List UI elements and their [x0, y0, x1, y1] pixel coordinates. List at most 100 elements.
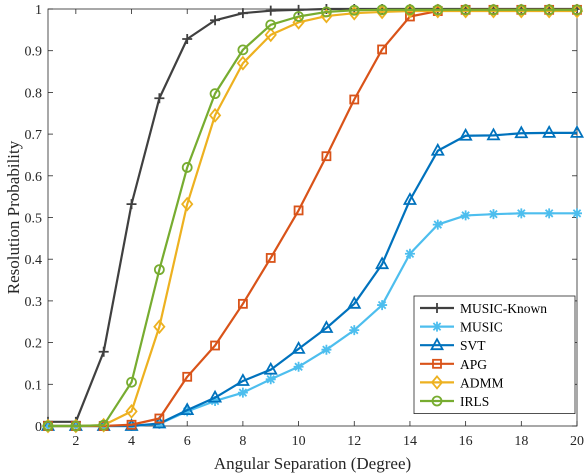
data-point-irls — [209, 88, 221, 100]
data-point-irls — [70, 420, 82, 432]
y-tick-label: 0.7 — [25, 128, 43, 143]
legend-item-music: MUSIC — [420, 320, 503, 335]
y-tick-label: 0.9 — [25, 45, 43, 60]
legend-box — [413, 295, 576, 414]
legend-label-irls: IRLS — [460, 394, 489, 409]
data-point-music — [572, 208, 582, 219]
data-point-irls — [488, 4, 499, 16]
plot-area: 2 4 6 8 10 12 14 16 18 20 0 0.1 0.2 0.3 0.4 0.5 0.6 0.7 0.… — [25, 3, 585, 449]
data-point-admm — [208, 107, 222, 123]
data-point-apg — [265, 253, 276, 263]
data-point-admm — [181, 196, 194, 212]
x-tick-label: 12 — [347, 434, 361, 449]
data-point-irls — [543, 4, 555, 16]
data-point-svt — [235, 373, 250, 386]
y-tick-label: 0.1 — [25, 378, 43, 393]
legend-item-svt: SVT — [420, 337, 486, 353]
data-point-music — [349, 325, 360, 336]
x-tick-label: 16 — [459, 434, 473, 449]
x-tick-label: 4 — [128, 434, 135, 449]
data-point-music — [321, 344, 332, 355]
data-point-music — [488, 209, 499, 220]
data-point-apg — [237, 298, 248, 309]
x-tick-label: 14 — [403, 434, 417, 449]
legend: MUSIC-Known MUSIC SVT APG ADMM IRLS — [413, 295, 576, 414]
data-point-apg — [349, 94, 360, 105]
data-point-apg — [321, 151, 332, 162]
data-point-apg — [377, 44, 388, 55]
legend-marker-irls — [431, 395, 443, 407]
data-point-svt — [569, 124, 585, 138]
data-point-music — [237, 387, 248, 398]
data-point-svt — [402, 192, 417, 205]
data-point-admm — [153, 319, 166, 335]
data-point-irls — [181, 162, 193, 173]
data-point-svt — [319, 320, 334, 333]
data-point-music-known — [98, 346, 109, 357]
data-point-apg — [293, 205, 304, 216]
data-point-admm — [125, 403, 138, 419]
data-point-admm — [236, 55, 250, 71]
data-point-irls — [348, 4, 360, 16]
data-point-apg — [182, 371, 193, 382]
legend-marker-music-known — [432, 303, 442, 313]
data-point-irls — [321, 6, 332, 18]
y-axis-label: Resolution Probability — [4, 140, 23, 294]
series-irls — [42, 4, 583, 432]
x-axis-label: Angular Separation (Degree) — [214, 454, 411, 473]
data-point-music — [544, 208, 555, 219]
data-point-irls — [42, 420, 54, 432]
data-point-apg — [405, 11, 415, 22]
legend-marker-admm — [430, 374, 444, 390]
legend-marker-svt — [429, 337, 445, 351]
data-point-irls — [126, 376, 137, 388]
data-point-irls — [237, 44, 249, 56]
y-tick-label: 0.8 — [25, 86, 43, 101]
data-point-admm — [264, 27, 277, 43]
data-point-music — [460, 210, 471, 221]
data-point-svt — [291, 340, 306, 354]
data-point-svt — [347, 295, 362, 309]
data-point-music-known — [265, 5, 276, 16]
data-point-apg — [210, 340, 220, 351]
data-point-irls — [153, 264, 165, 276]
data-point-irls — [404, 4, 416, 16]
data-point-svt — [208, 389, 223, 403]
data-point-svt — [542, 124, 557, 138]
data-point-svt — [375, 256, 390, 270]
data-point-music — [182, 406, 193, 417]
data-point-music — [516, 208, 527, 219]
data-point-irls — [265, 19, 277, 31]
data-point-apg — [126, 419, 137, 430]
data-point-svt — [430, 142, 445, 156]
data-point-irls — [460, 4, 472, 16]
x-tick-label: 8 — [239, 434, 246, 449]
data-point-svt — [486, 127, 501, 141]
legend-label-apg: APG — [460, 357, 487, 372]
legend-label-admm: ADMM — [460, 375, 504, 390]
data-point-music — [404, 248, 415, 259]
legend-label-music: MUSIC — [460, 320, 503, 335]
legend-marker-apg — [432, 358, 442, 369]
x-tick-label: 20 — [570, 434, 584, 449]
data-point-music-known — [293, 4, 304, 15]
data-point-music-known — [182, 34, 193, 45]
data-point-music — [377, 300, 388, 311]
x-tick-label: 2 — [72, 434, 79, 449]
y-tick-label: 0.2 — [25, 337, 43, 352]
data-point-music-known — [237, 8, 248, 19]
legend-item-irls: IRLS — [420, 394, 489, 409]
legend-marker-music — [432, 321, 442, 332]
y-tick-label: 0 — [35, 420, 42, 435]
x-tick-label: 6 — [184, 434, 191, 449]
y-tick-label: 0.5 — [25, 212, 43, 227]
legend-item-apg: APG — [420, 357, 487, 372]
data-point-irls — [571, 4, 583, 16]
legend-item-admm: ADMM — [420, 374, 504, 390]
y-tick-label: 0.6 — [25, 170, 43, 185]
legend-label-svt: SVT — [460, 338, 486, 353]
data-point-irls — [98, 419, 110, 431]
data-point-music — [432, 219, 443, 230]
data-point-svt — [458, 127, 473, 141]
